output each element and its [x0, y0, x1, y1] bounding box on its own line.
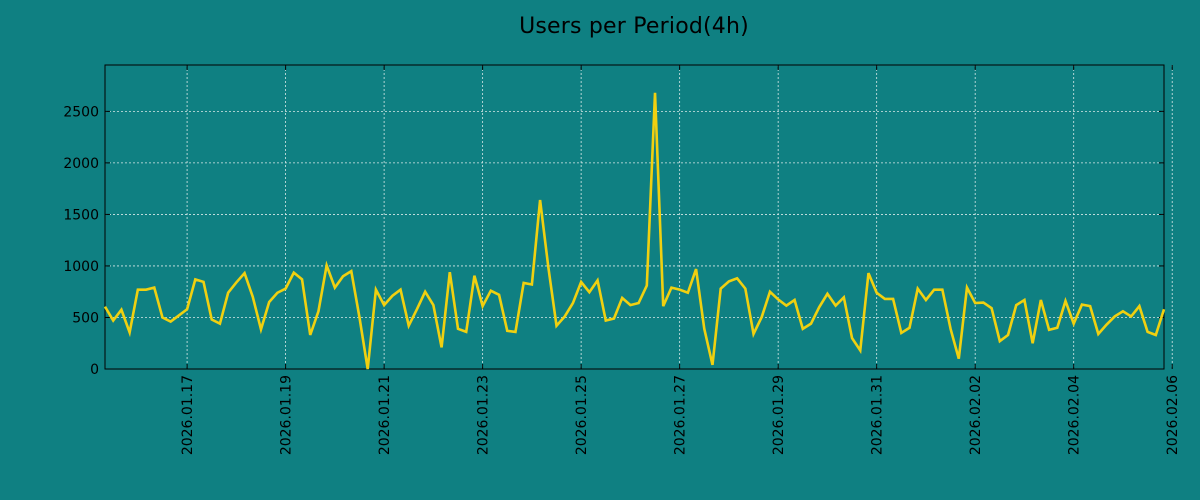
- x-tick-label: 2026.02.02: [968, 375, 984, 455]
- y-tick-label: 1500: [63, 207, 99, 223]
- y-tick-label: 0: [90, 362, 99, 378]
- chart-title: Users per Period(4h): [519, 14, 749, 39]
- x-tick-label: 2026.01.21: [377, 375, 393, 455]
- x-tick-label: 2026.02.04: [1067, 375, 1083, 455]
- x-tick-label: 2026.01.27: [673, 375, 689, 455]
- y-tick-label: 1000: [63, 259, 99, 275]
- plot-frame: [104, 64, 1165, 370]
- y-tick-label: 2500: [63, 104, 99, 120]
- x-tick-label: 2026.01.17: [180, 375, 196, 455]
- x-tick-label: 2026.01.19: [279, 375, 295, 455]
- y-tick-label: 2000: [63, 156, 99, 172]
- y-tick-label: 500: [72, 310, 99, 326]
- series-line-users: [103, 92, 1166, 370]
- x-tick-label: 2026.01.25: [574, 375, 590, 455]
- x-tick-label: 2026.01.29: [771, 375, 787, 455]
- x-tick-label: 2026.01.31: [870, 375, 886, 455]
- x-tick-label: 2026.01.23: [476, 375, 492, 455]
- x-tick-label: 2026.02.06: [1165, 375, 1181, 455]
